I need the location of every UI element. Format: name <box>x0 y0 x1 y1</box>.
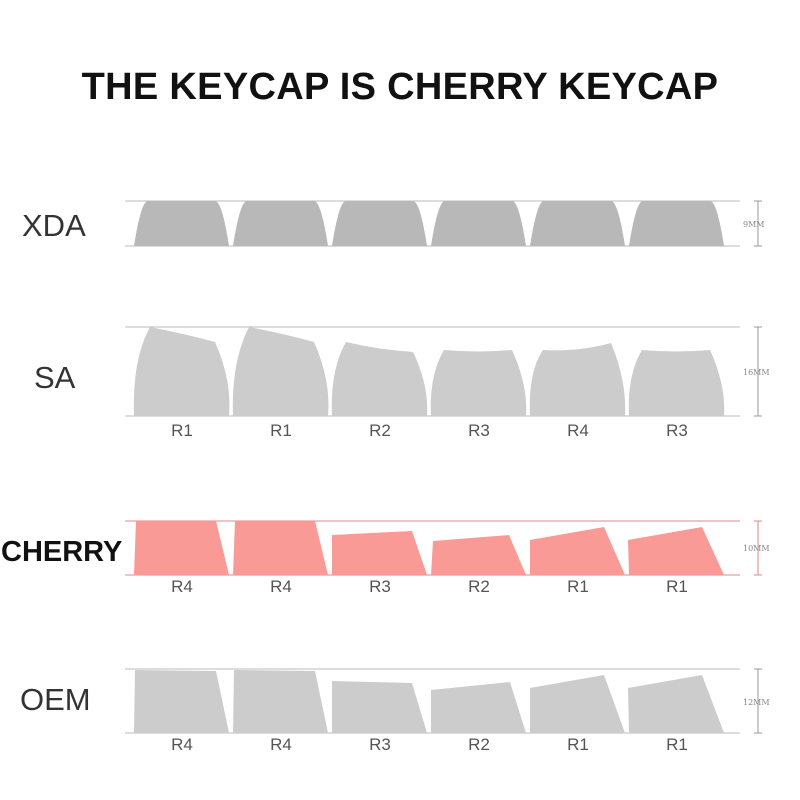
profile-oem: OEM 12MM R4 R4 R3 R2 R1 R1 <box>20 668 770 754</box>
height-label-cherry: 10MM <box>743 544 770 553</box>
cherry-keycap-6 <box>628 527 724 575</box>
oem-keycap-4 <box>431 682 526 733</box>
sa-row-label: R1 <box>270 421 292 440</box>
sa-keycap-4 <box>430 350 527 416</box>
xda-keycap-2 <box>233 201 328 246</box>
profile-name-oem: OEM <box>20 682 91 717</box>
oem-row-label: R1 <box>666 735 688 754</box>
oem-keycap-1 <box>134 670 229 733</box>
sa-row-label: R3 <box>666 421 688 440</box>
sa-row-label: R4 <box>567 421 589 440</box>
cherry-row-label: R4 <box>171 577 193 596</box>
sa-row-label: R3 <box>468 421 490 440</box>
profile-name-xda: XDA <box>22 208 86 243</box>
sa-keycap-6 <box>628 350 725 416</box>
cherry-keycap-3 <box>332 531 427 575</box>
oem-keycap-3 <box>332 681 427 733</box>
cherry-row-label: R2 <box>468 577 490 596</box>
xda-keycap-6 <box>629 201 724 246</box>
cherry-row-label: R3 <box>369 577 391 596</box>
oem-keycap-2 <box>233 670 328 733</box>
xda-keycap-3 <box>332 201 427 246</box>
oem-row-label: R1 <box>567 735 589 754</box>
oem-row-label: R4 <box>171 735 193 754</box>
cherry-keycap-5 <box>530 527 625 575</box>
oem-row-label: R3 <box>369 735 391 754</box>
oem-row-label: R4 <box>270 735 292 754</box>
cherry-keycap-2 <box>233 521 328 575</box>
profile-sa: SA 16MM R1 R1 R2 R3 R4 R3 <box>34 326 770 440</box>
xda-keycap-4 <box>431 201 526 246</box>
height-label-oem: 12MM <box>743 698 770 707</box>
sa-keycap-1 <box>133 327 230 416</box>
sa-keycaps <box>133 327 725 416</box>
sa-keycap-3 <box>331 342 428 416</box>
oem-keycaps <box>134 670 724 733</box>
sa-row-label: R1 <box>171 421 193 440</box>
profile-xda: XDA 9MM <box>22 200 764 247</box>
page-title: THE KEYCAP IS CHERRY KEYCAP <box>81 66 719 108</box>
xda-keycap-1 <box>134 201 229 246</box>
xda-keycaps <box>134 201 724 246</box>
cherry-row-label: R4 <box>270 577 292 596</box>
cherry-keycaps <box>134 521 724 575</box>
oem-keycap-5 <box>530 675 625 733</box>
xda-keycap-5 <box>530 201 625 246</box>
profile-name-cherry: CHERRY <box>1 536 122 568</box>
cherry-row-label: R1 <box>567 577 589 596</box>
cherry-row-label: R1 <box>666 577 688 596</box>
sa-keycap-2 <box>232 327 329 416</box>
sa-keycap-5 <box>529 343 626 416</box>
cherry-keycap-4 <box>431 535 526 575</box>
profile-name-sa: SA <box>34 360 76 395</box>
cherry-keycap-1 <box>134 521 229 575</box>
oem-keycap-6 <box>628 675 724 733</box>
oem-row-label: R2 <box>468 735 490 754</box>
profile-cherry: CHERRY 10MM R4 R4 R3 R2 R1 R1 <box>1 520 770 596</box>
height-label-sa: 16MM <box>743 368 770 377</box>
sa-row-label: R2 <box>369 421 391 440</box>
height-label-xda: 9MM <box>743 220 764 229</box>
